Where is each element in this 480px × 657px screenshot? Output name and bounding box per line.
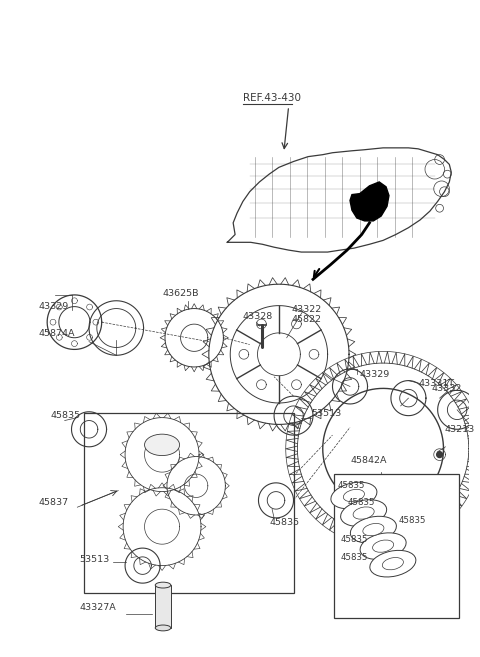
Text: 45835: 45835 — [337, 481, 365, 489]
Text: 45835: 45835 — [347, 498, 374, 507]
Ellipse shape — [350, 516, 396, 543]
Ellipse shape — [360, 533, 406, 560]
Text: 45835: 45835 — [340, 553, 368, 562]
Text: 45874A: 45874A — [38, 328, 75, 338]
Ellipse shape — [382, 558, 403, 570]
Text: 45835: 45835 — [50, 411, 80, 420]
Ellipse shape — [341, 500, 387, 526]
Text: 43322: 43322 — [291, 306, 322, 315]
Text: 43625B: 43625B — [162, 289, 199, 298]
Text: 45835: 45835 — [340, 535, 368, 544]
Polygon shape — [350, 182, 389, 221]
Text: 45835: 45835 — [399, 516, 426, 525]
Ellipse shape — [155, 582, 171, 588]
Text: 43329: 43329 — [38, 302, 69, 311]
Bar — [155, 585, 171, 628]
Text: 43329: 43329 — [360, 370, 390, 378]
Text: 45835: 45835 — [269, 518, 300, 527]
Ellipse shape — [372, 540, 394, 553]
Ellipse shape — [370, 551, 416, 577]
Polygon shape — [437, 451, 443, 457]
Text: 53513: 53513 — [311, 409, 341, 418]
Ellipse shape — [331, 482, 377, 509]
Bar — [84, 413, 294, 593]
Text: 43328: 43328 — [243, 312, 273, 321]
Text: 45837: 45837 — [38, 498, 69, 507]
Text: 45842A: 45842A — [350, 457, 386, 465]
Ellipse shape — [353, 507, 374, 519]
Bar — [335, 474, 459, 618]
Text: 43332: 43332 — [432, 384, 462, 394]
Text: REF.43-430: REF.43-430 — [243, 93, 301, 103]
Ellipse shape — [363, 524, 384, 535]
Text: 53513: 53513 — [79, 555, 109, 564]
Ellipse shape — [343, 489, 364, 502]
Text: 43331T: 43331T — [418, 380, 454, 388]
Text: 43327A: 43327A — [79, 603, 116, 612]
Ellipse shape — [144, 434, 180, 455]
Ellipse shape — [155, 625, 171, 631]
Text: 45822: 45822 — [291, 315, 322, 324]
Text: 43213: 43213 — [444, 425, 475, 434]
